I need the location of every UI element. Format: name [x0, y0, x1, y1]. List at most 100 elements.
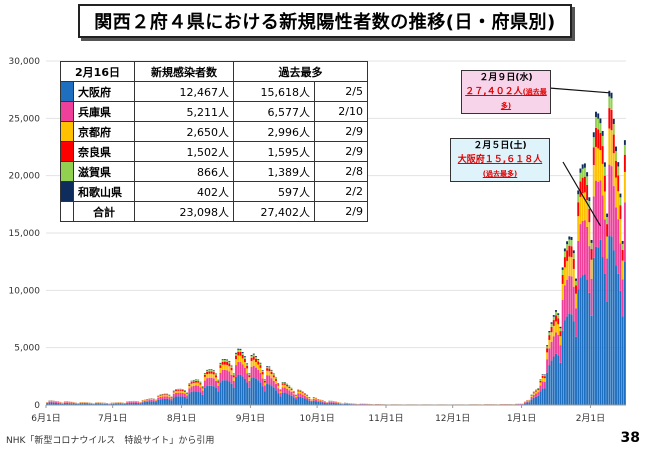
bar-segment	[272, 373, 275, 375]
bar-segment	[279, 391, 282, 394]
bar-segment	[563, 248, 566, 252]
bar-segment	[215, 375, 217, 378]
bar-segment	[270, 371, 273, 375]
bar-segment	[295, 397, 297, 400]
bar-segment	[243, 362, 246, 368]
bar-segment	[270, 378, 273, 387]
bar-segment	[252, 377, 255, 405]
bar-segment	[312, 398, 315, 399]
bar-segment	[126, 402, 129, 404]
bar-segment	[172, 392, 175, 395]
bar-segment	[595, 180, 597, 247]
bar-segment	[619, 290, 622, 405]
bar-segment	[526, 400, 529, 402]
bar-segment	[610, 166, 613, 237]
bar-segment	[599, 239, 602, 405]
table-header-date: 2月16日	[60, 61, 135, 82]
bar-segment	[328, 401, 331, 403]
color-swatch	[60, 101, 74, 122]
bar-segment	[270, 386, 273, 405]
bar-segment	[603, 219, 606, 274]
bar-segment	[232, 377, 235, 381]
bar-segment	[88, 403, 91, 404]
bar-segment	[148, 400, 151, 402]
bar-segment	[623, 144, 626, 155]
bar-segment	[195, 382, 197, 386]
bar-segment	[168, 395, 171, 398]
bar-segment	[303, 393, 306, 395]
bar-segment	[539, 380, 542, 383]
bar-segment	[152, 400, 155, 402]
bar-segment	[261, 386, 264, 405]
bar-segment	[548, 332, 551, 336]
bar-segment	[612, 118, 615, 124]
bar-segment	[72, 402, 75, 404]
bar-segment	[312, 397, 315, 399]
bar-segment	[279, 390, 282, 392]
bar-segment	[546, 372, 549, 405]
bar-segment	[308, 400, 311, 405]
bar-segment	[175, 392, 177, 397]
bar-segment	[581, 177, 584, 194]
bar-segment	[161, 396, 164, 400]
bar-segment	[583, 192, 586, 221]
bar-segment	[535, 390, 537, 392]
bar-segment	[248, 380, 251, 388]
bar-segment	[250, 361, 253, 367]
bar-segment	[226, 370, 229, 381]
bar-segment	[161, 395, 164, 397]
bar-segment	[219, 367, 222, 373]
bar-segment	[588, 222, 591, 247]
bar-segment	[563, 285, 566, 321]
bar-segment	[128, 402, 131, 403]
bar-segment	[557, 324, 560, 335]
bar-segment	[57, 402, 60, 404]
bar-segment	[339, 403, 342, 405]
bar-segment	[226, 380, 229, 405]
bar-segment	[532, 394, 535, 398]
bar-segment	[288, 390, 291, 395]
bar-segment	[203, 373, 206, 374]
bar-segment	[46, 402, 49, 404]
bar-segment	[186, 393, 189, 394]
bar-segment	[546, 359, 549, 373]
bar-segment	[141, 402, 144, 405]
bar-segment	[539, 391, 542, 405]
bar-segment	[552, 356, 555, 405]
bar-segment	[599, 123, 602, 133]
bar-segment	[177, 390, 180, 393]
bar-segment	[572, 268, 575, 287]
bar-segment	[288, 386, 291, 389]
bar-segment	[123, 403, 126, 405]
peak-pointer	[548, 87, 610, 94]
bar-segment	[592, 164, 595, 197]
bar-segment	[63, 403, 66, 405]
bar-segment	[283, 383, 286, 385]
x-tick-label: 8月1日	[167, 413, 196, 424]
bar-segment	[561, 283, 564, 300]
bar-segment	[199, 392, 202, 405]
bar-segment	[343, 403, 346, 404]
bar-segment	[299, 390, 302, 391]
bar-segment	[217, 380, 220, 382]
bar-segment	[110, 403, 113, 405]
bar-segment	[183, 390, 186, 391]
bar-segment	[275, 380, 277, 385]
bar-segment	[299, 393, 302, 397]
bar-segment	[288, 394, 291, 405]
bar-segment	[579, 224, 582, 278]
bar-segment	[590, 278, 593, 316]
bar-segment	[546, 352, 549, 360]
bar-segment	[599, 180, 602, 240]
bar-segment	[588, 197, 591, 202]
bar-segment	[192, 385, 195, 392]
peak-callout-date: ２月９日(水)	[479, 73, 533, 83]
bar-segment	[268, 384, 271, 405]
bar-segment	[592, 132, 595, 138]
bar-segment	[306, 399, 309, 405]
bar-segment	[259, 367, 262, 373]
bar-segment	[539, 382, 542, 386]
max-date: 2/10	[314, 101, 368, 122]
bar-segment	[583, 163, 586, 168]
bar-segment	[132, 401, 135, 403]
